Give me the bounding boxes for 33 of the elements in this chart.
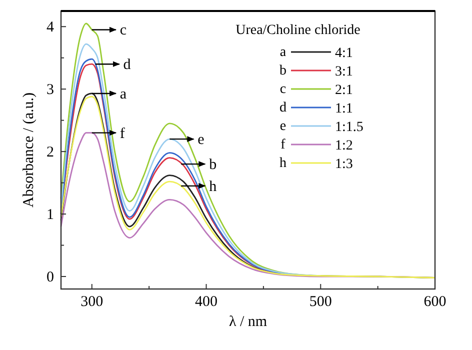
y-axis-title: Absorbance / (a.u.) — [21, 92, 37, 208]
text: a — [280, 45, 286, 60]
annotation: f — [120, 126, 125, 142]
annotation: h — [209, 178, 218, 195]
annotation: b — [209, 157, 217, 174]
legend-label: 4:1 — [335, 46, 353, 61]
y-tick-label: 4 — [46, 20, 54, 36]
text: e — [280, 119, 286, 134]
text: f — [280, 138, 286, 152]
y-tick-label: 2 — [46, 144, 54, 161]
y-tick-label: 3 — [46, 82, 54, 98]
x-tick-label: 500 — [309, 294, 332, 310]
legend-label: 1:3 — [335, 157, 353, 172]
text: b — [280, 64, 286, 78]
annotation: e — [198, 132, 205, 148]
y-tick-label: 0 — [46, 270, 54, 286]
text: h — [280, 156, 286, 171]
legend-label: 2:1 — [335, 83, 353, 98]
y-tick-label: 1 — [46, 207, 54, 224]
text: c — [280, 82, 286, 97]
text: d — [280, 100, 286, 116]
legend-label: 1:2 — [335, 138, 353, 154]
x-tick-label: 400 — [195, 294, 218, 310]
x-tick-label: 600 — [424, 294, 446, 310]
x-axis-title: λ / nm — [228, 314, 268, 330]
legend-label: 1:1 — [335, 102, 353, 116]
legend-title: Urea/Choline chloride — [236, 23, 360, 38]
x-tick-label: 300 — [80, 294, 104, 310]
legend-label: 1:1.5 — [335, 120, 364, 135]
annotation: d — [123, 57, 132, 74]
annotation: a — [120, 86, 127, 102]
annotation: c — [120, 22, 127, 39]
legend-label: 3:1 — [335, 64, 353, 80]
